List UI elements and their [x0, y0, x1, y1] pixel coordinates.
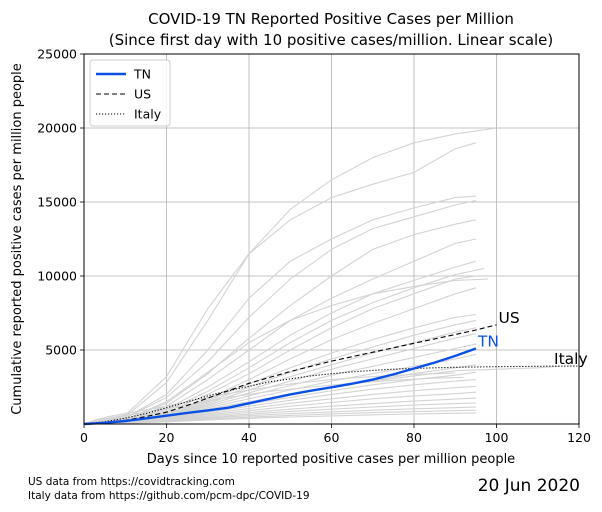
x-axis-label: Days since 10 reported positive cases pe… — [147, 452, 515, 467]
x-tick-label: 100 — [485, 430, 509, 445]
background-lines — [83, 127, 559, 425]
chart: COVID-19 TN Reported Positive Cases per … — [10, 10, 591, 467]
chart-subtitle: (Since first day with 10 positive cases/… — [109, 31, 554, 49]
series-line-us — [83, 324, 497, 425]
background-series-line — [83, 268, 485, 425]
background-series-line — [83, 376, 464, 425]
y-tick-label: 15000 — [37, 195, 77, 210]
main-lines — [83, 324, 580, 426]
end-label-tn: TN — [477, 333, 499, 351]
background-series-line — [83, 412, 476, 425]
background-series-line — [83, 219, 477, 425]
end-label-us: US — [499, 309, 520, 327]
legend-label-tn: TN — [133, 67, 151, 82]
legend-box — [89, 59, 171, 127]
background-series-line — [83, 372, 456, 425]
footnote-us-source: US data from https://covidtracking.com — [28, 476, 235, 488]
y-tick-label: 5000 — [45, 343, 77, 358]
x-tick-label: 60 — [324, 430, 340, 445]
axis-ticks: 0 20 40 60 80 100 120 5000 10000 15000 20000 25000 — [37, 47, 591, 446]
y-tick-label: 20000 — [37, 121, 77, 136]
series-line-tn — [83, 347, 477, 426]
date-label: 20 Jun 2020 — [477, 476, 580, 496]
background-series-line — [83, 260, 477, 425]
background-series-line — [83, 127, 497, 425]
background-series-line — [83, 275, 476, 425]
background-series-line — [83, 278, 489, 425]
y-tick-label: 25000 — [37, 47, 77, 62]
end-label-italy: Italy — [554, 350, 588, 368]
x-tick-label: 120 — [567, 430, 591, 445]
x-tick-label: 20 — [159, 430, 175, 445]
background-series-line — [83, 142, 477, 425]
chart-title: COVID-19 TN Reported Positive Cases per … — [148, 10, 514, 28]
x-tick-label: 0 — [80, 430, 88, 445]
legend-label-italy: Italy — [134, 107, 162, 122]
footnote-italy-source: Italy data from https://github.com/pcm-d… — [28, 490, 310, 502]
series-line-italy — [83, 365, 580, 425]
background-series-line — [83, 313, 476, 425]
legend-label-us: US — [134, 87, 151, 102]
background-series-line — [83, 195, 476, 425]
legend: TN US Italy — [89, 59, 171, 127]
x-tick-label: 80 — [406, 430, 422, 445]
y-tick-label: 10000 — [37, 269, 77, 284]
y-axis-label: Cumulative reported positive cases per m… — [10, 63, 25, 415]
x-tick-label: 40 — [241, 430, 257, 445]
background-series-line — [83, 199, 477, 425]
